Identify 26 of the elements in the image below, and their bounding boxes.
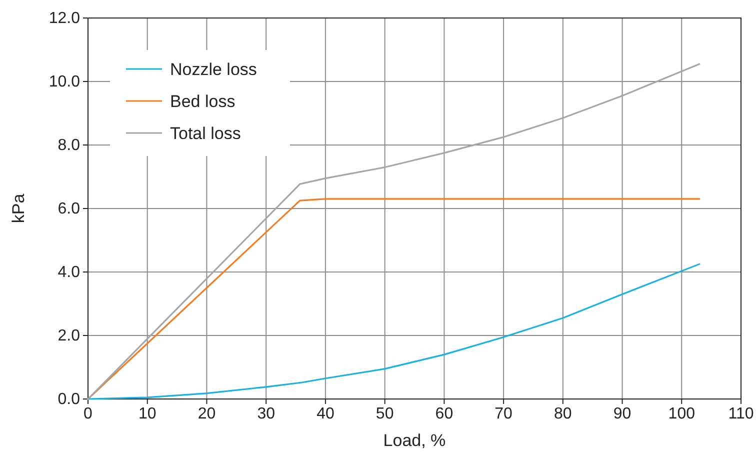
x-tick-label: 50 [376, 405, 394, 422]
x-tick-label: 10 [138, 405, 156, 422]
legend-label: Bed loss [170, 92, 236, 111]
x-tick-label: 30 [257, 405, 276, 422]
x-axis-title: Load, % [383, 431, 446, 450]
y-tick-label: 0.0 [58, 391, 80, 408]
x-tick-label: 90 [613, 405, 632, 422]
y-axis-title: kPa [9, 193, 28, 224]
y-tick-label: 12.0 [48, 10, 80, 28]
line-series [87, 63, 700, 400]
x-tick-label: 20 [198, 405, 216, 422]
y-tick-label: 10.0 [48, 74, 80, 91]
x-tick-label: 40 [316, 405, 334, 422]
x-tick-label: 100 [668, 405, 696, 422]
y-tick-label: 8.0 [58, 137, 80, 154]
legend-label: Nozzle loss [170, 60, 257, 79]
x-tick-label: 80 [554, 405, 572, 422]
y-tick-label: 4.0 [58, 264, 80, 282]
legend-label: Total loss [170, 124, 241, 143]
x-tick-label: 70 [494, 405, 513, 422]
x-tick-label: 110 [728, 405, 754, 422]
y-tick-label: 2.0 [58, 328, 80, 345]
y-tick-label: 6.0 [58, 200, 80, 218]
x-tick-label: 0 [84, 405, 93, 422]
line-series [87, 263, 700, 400]
x-tick-label: 60 [435, 405, 454, 422]
